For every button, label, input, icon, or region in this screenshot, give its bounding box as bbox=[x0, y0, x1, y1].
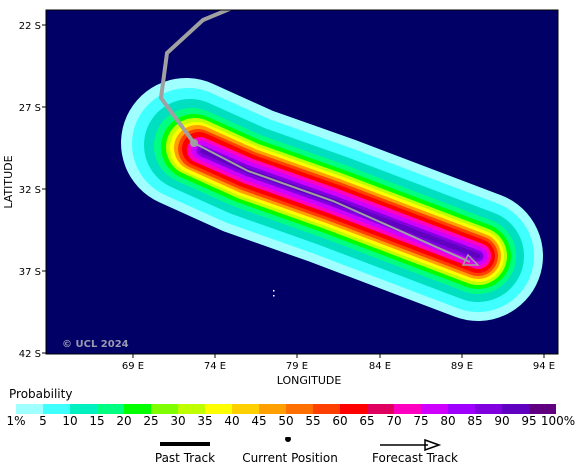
forecast-track-label: Forecast Track bbox=[372, 451, 458, 465]
colorbar-tick-label: 40 bbox=[224, 414, 240, 428]
colorbar-segment bbox=[340, 404, 367, 414]
island-dot bbox=[273, 290, 275, 292]
legend-title: Probability bbox=[9, 387, 73, 401]
lon-tick-label: 74 E bbox=[204, 361, 226, 372]
colorbar-tick-label: 25 bbox=[143, 414, 159, 428]
colorbar-tick-label: 90 bbox=[494, 414, 510, 428]
lon-tick-label: 79 E bbox=[286, 361, 308, 372]
colorbar-segment bbox=[286, 404, 313, 414]
colorbar-tick-label: 60 bbox=[332, 414, 348, 428]
copyright-watermark: © UCL 2024 bbox=[62, 339, 129, 350]
colorbar-tick-label: 70 bbox=[386, 414, 402, 428]
colorbar-tick-label: 55 bbox=[305, 414, 321, 428]
colorbar-segment bbox=[178, 404, 205, 414]
colorbar-tick-label: 5 bbox=[39, 414, 47, 428]
latitude-ticks: 22 S 27 S 32 S 37 S 42 S bbox=[19, 21, 46, 360]
y-axis-label: LATITUDE bbox=[2, 155, 15, 208]
lon-tick-label: 84 E bbox=[369, 361, 391, 372]
colorbar-tick-label: 65 bbox=[359, 414, 375, 428]
colorbar-segment bbox=[502, 404, 529, 414]
current-position-label: Current Position bbox=[242, 451, 338, 465]
colorbar-tick-label: 35 bbox=[197, 414, 213, 428]
longitude-ticks: 69 E 74 E 79 E 84 E 89 E 94 E bbox=[122, 354, 555, 372]
colorbar-segment bbox=[151, 404, 178, 414]
colorbar-tick-labels: 1% 5 10 15 20 25 30 35 40 45 50 55 60 65 70 75 80 85 90 95 1… bbox=[0, 414, 580, 430]
colorbar-segment bbox=[259, 404, 286, 414]
colorbar-tick-label: 80 bbox=[440, 414, 456, 428]
colorbar-segment bbox=[16, 404, 43, 414]
past-track-line bbox=[159, 10, 233, 145]
colorbar-tick-label: 45 bbox=[251, 414, 267, 428]
lat-tick-label: 22 S bbox=[19, 21, 41, 32]
probability-map: 22 S 27 S 32 S 37 S 42 S 69 E 74 E 79 E … bbox=[2, 9, 559, 387]
colorbar-segment bbox=[475, 404, 502, 414]
colorbar-segment bbox=[448, 404, 475, 414]
colorbar-tick-label: 30 bbox=[170, 414, 186, 428]
colorbar-tick-label: 85 bbox=[467, 414, 483, 428]
x-axis-label: LONGITUDE bbox=[277, 374, 342, 387]
probability-colorbar bbox=[16, 404, 556, 414]
forecast-arrowhead bbox=[461, 253, 480, 266]
colorbar-segment bbox=[367, 404, 394, 414]
colorbar-segment bbox=[313, 404, 340, 414]
colorbar-tick-label: 15 bbox=[89, 414, 105, 428]
forecast-track-key: Forecast Track bbox=[370, 437, 460, 471]
colorbar-segment bbox=[43, 404, 70, 414]
colorbar-tick-label: 20 bbox=[116, 414, 132, 428]
colorbar-segment bbox=[97, 404, 124, 414]
colorbar-segment bbox=[394, 404, 421, 414]
past-track-label: Past Track bbox=[154, 451, 216, 465]
lon-tick-label: 94 E bbox=[533, 361, 555, 372]
colorbar-tick-label: 100% bbox=[540, 414, 576, 428]
lat-tick-label: 32 S bbox=[19, 185, 41, 196]
colorbar-segment bbox=[232, 404, 259, 414]
colorbar-tick-label: 75 bbox=[413, 414, 429, 428]
lon-tick-label: 69 E bbox=[122, 361, 144, 372]
colorbar-tick-label: 95 bbox=[521, 414, 537, 428]
lon-tick-label: 89 E bbox=[451, 361, 473, 372]
lat-tick-label: 42 S bbox=[19, 349, 41, 360]
forecast-track-line bbox=[193, 142, 471, 263]
island-dot bbox=[273, 295, 275, 297]
colorbar-tick-label: 1% bbox=[6, 414, 26, 428]
colorbar-segment bbox=[205, 404, 232, 414]
current-position-marker bbox=[190, 139, 198, 147]
current-position-key: Current Position bbox=[240, 437, 340, 471]
colorbar-tick-label: 50 bbox=[278, 414, 294, 428]
lat-tick-label: 27 S bbox=[19, 103, 41, 114]
map-frame bbox=[45, 9, 559, 355]
past-track-key: Past Track bbox=[150, 437, 220, 471]
colorbar-segment bbox=[124, 404, 151, 414]
colorbar-segment bbox=[70, 404, 97, 414]
lat-tick-label: 37 S bbox=[19, 267, 41, 278]
colorbar-segment bbox=[421, 404, 448, 414]
colorbar-tick-label: 10 bbox=[62, 414, 78, 428]
colorbar-segment bbox=[529, 404, 556, 414]
